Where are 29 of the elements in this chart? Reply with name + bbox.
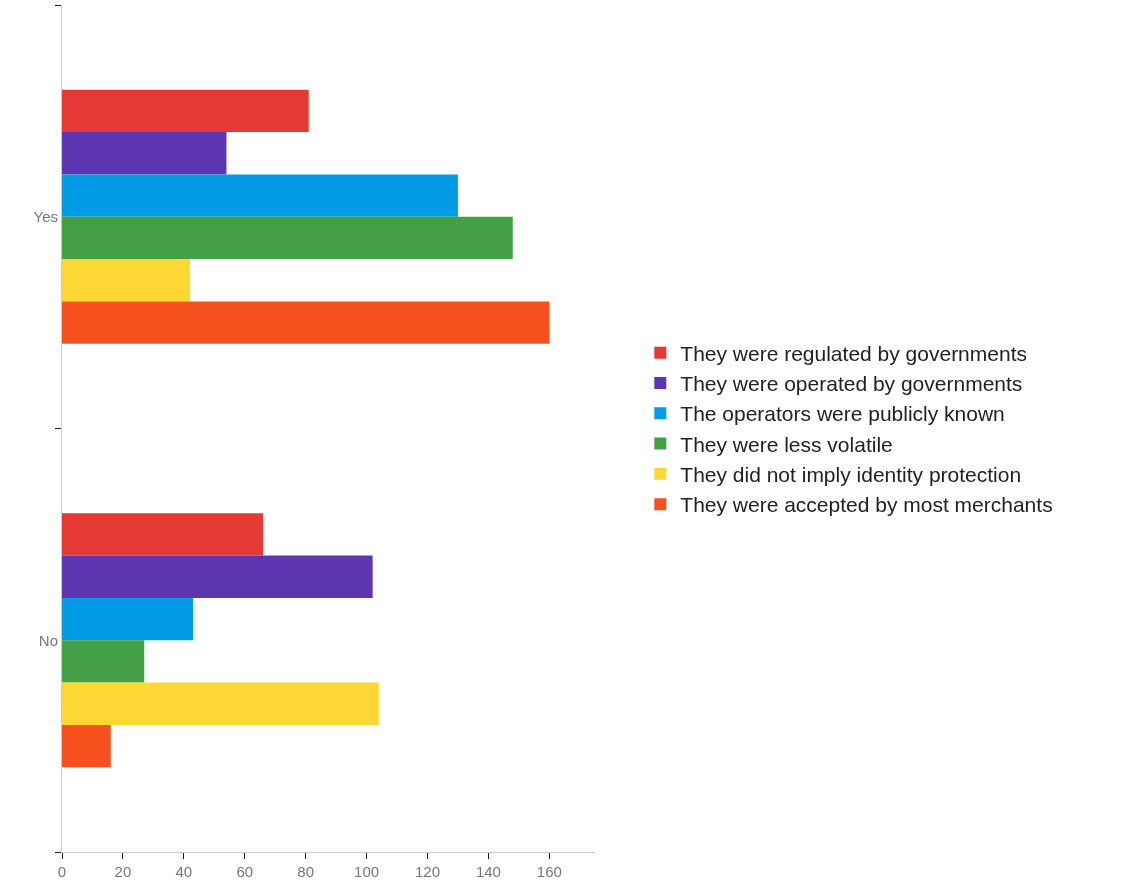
legend-label: The operators were publicly known	[680, 402, 1005, 426]
bar	[62, 132, 227, 175]
bar	[62, 640, 145, 683]
bar	[62, 724, 111, 768]
y-tick-label: Yes	[33, 208, 58, 225]
bar	[62, 89, 309, 133]
bar	[62, 597, 193, 641]
bar	[62, 301, 550, 344]
x-tick-label: 160	[536, 863, 562, 880]
x-tick-label: 60	[236, 863, 254, 880]
bar	[62, 174, 458, 217]
x-tick-label: 80	[297, 863, 314, 880]
bar	[62, 216, 513, 260]
bar	[62, 259, 190, 302]
x-tick-label: 0	[57, 863, 67, 880]
bar	[62, 682, 379, 725]
x-tick-label: 40	[175, 863, 193, 880]
legend-label: They were operated by governments	[680, 372, 1023, 396]
legend-label: They were regulated by governments	[680, 341, 1027, 365]
y-tick-label: No	[38, 631, 58, 649]
legend-label: They did not imply identity protection	[680, 463, 1022, 487]
x-tick-label: 100	[354, 863, 380, 880]
bar	[62, 555, 373, 598]
x-tick-label: 140	[475, 863, 501, 880]
legend-label: They were accepted by most merchants	[680, 493, 1053, 517]
x-tick-label: 120	[414, 863, 441, 880]
bar	[62, 513, 264, 556]
x-tick-label: 20	[114, 863, 132, 880]
legend-label: They were less volatile	[680, 432, 893, 456]
